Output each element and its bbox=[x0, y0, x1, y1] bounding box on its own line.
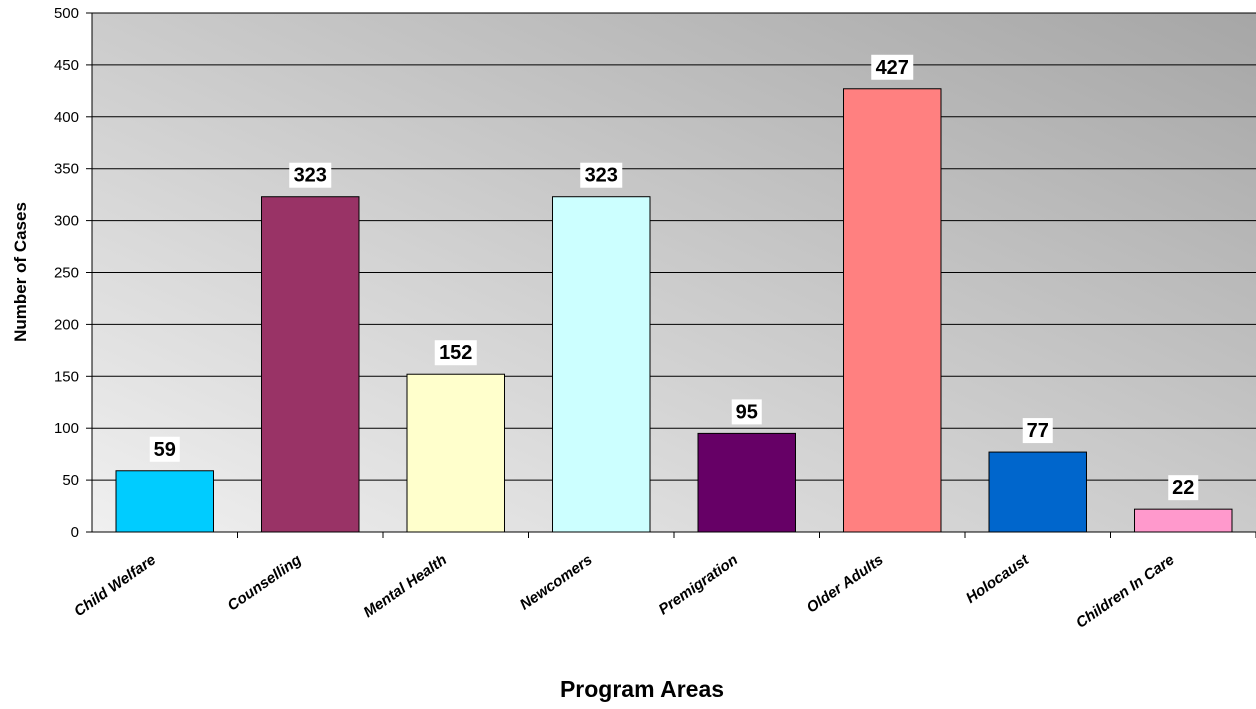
bars bbox=[115, 88, 1233, 533]
y-tick-label: 100 bbox=[54, 420, 79, 437]
bar bbox=[988, 451, 1087, 533]
x-tick-label: Older Adults bbox=[804, 551, 887, 616]
bar bbox=[843, 88, 942, 533]
y-tick-label: 350 bbox=[54, 161, 79, 178]
y-tick-label: 250 bbox=[54, 265, 79, 282]
x-axis-title: Program Areas bbox=[560, 676, 724, 702]
x-tick-label: Child Welfare bbox=[71, 551, 159, 620]
y-tick-label: 0 bbox=[71, 524, 79, 541]
y-tick-label: 150 bbox=[54, 368, 79, 385]
data-label-box bbox=[1168, 475, 1199, 501]
bar bbox=[1134, 508, 1233, 533]
data-label-box bbox=[149, 436, 180, 462]
y-tick-label: 50 bbox=[62, 472, 79, 489]
data-label: 427 bbox=[876, 57, 909, 79]
bar bbox=[261, 196, 360, 533]
data-label: 323 bbox=[294, 165, 327, 187]
data-label: 59 bbox=[154, 439, 176, 461]
data-label: 323 bbox=[585, 165, 618, 187]
y-tick-label: 400 bbox=[54, 109, 79, 126]
bar bbox=[552, 196, 651, 533]
data-label-box bbox=[289, 162, 332, 188]
x-tick-label: Counselling bbox=[224, 551, 304, 614]
y-tick-label: 500 bbox=[54, 5, 79, 22]
data-label: 77 bbox=[1027, 420, 1049, 442]
x-tick-label: Mental Health bbox=[360, 551, 450, 621]
x-tick-label: Children In Care bbox=[1073, 551, 1178, 631]
x-tick-label: Holocaust bbox=[963, 551, 1033, 607]
bar bbox=[697, 432, 796, 533]
data-labels: 59 323 152 323 95 427 77 22 bbox=[149, 54, 1199, 501]
data-label-box bbox=[434, 340, 477, 366]
y-tick-label: 300 bbox=[54, 213, 79, 230]
y-axis-title: Number of Cases bbox=[11, 202, 30, 342]
data-label-box bbox=[580, 162, 623, 188]
data-label: 95 bbox=[736, 401, 758, 423]
bar bbox=[115, 470, 214, 533]
y-tick-label: 200 bbox=[54, 316, 79, 333]
data-label-box bbox=[871, 54, 914, 80]
data-label: 152 bbox=[439, 342, 472, 364]
x-tick-label: Premigration bbox=[655, 551, 741, 618]
x-tick-label: Newcomers bbox=[517, 551, 596, 613]
bar bbox=[406, 373, 505, 533]
y-tick-label: 450 bbox=[54, 57, 79, 74]
data-label-box bbox=[731, 399, 762, 425]
data-label-box bbox=[1022, 418, 1053, 444]
data-label: 22 bbox=[1172, 477, 1194, 499]
